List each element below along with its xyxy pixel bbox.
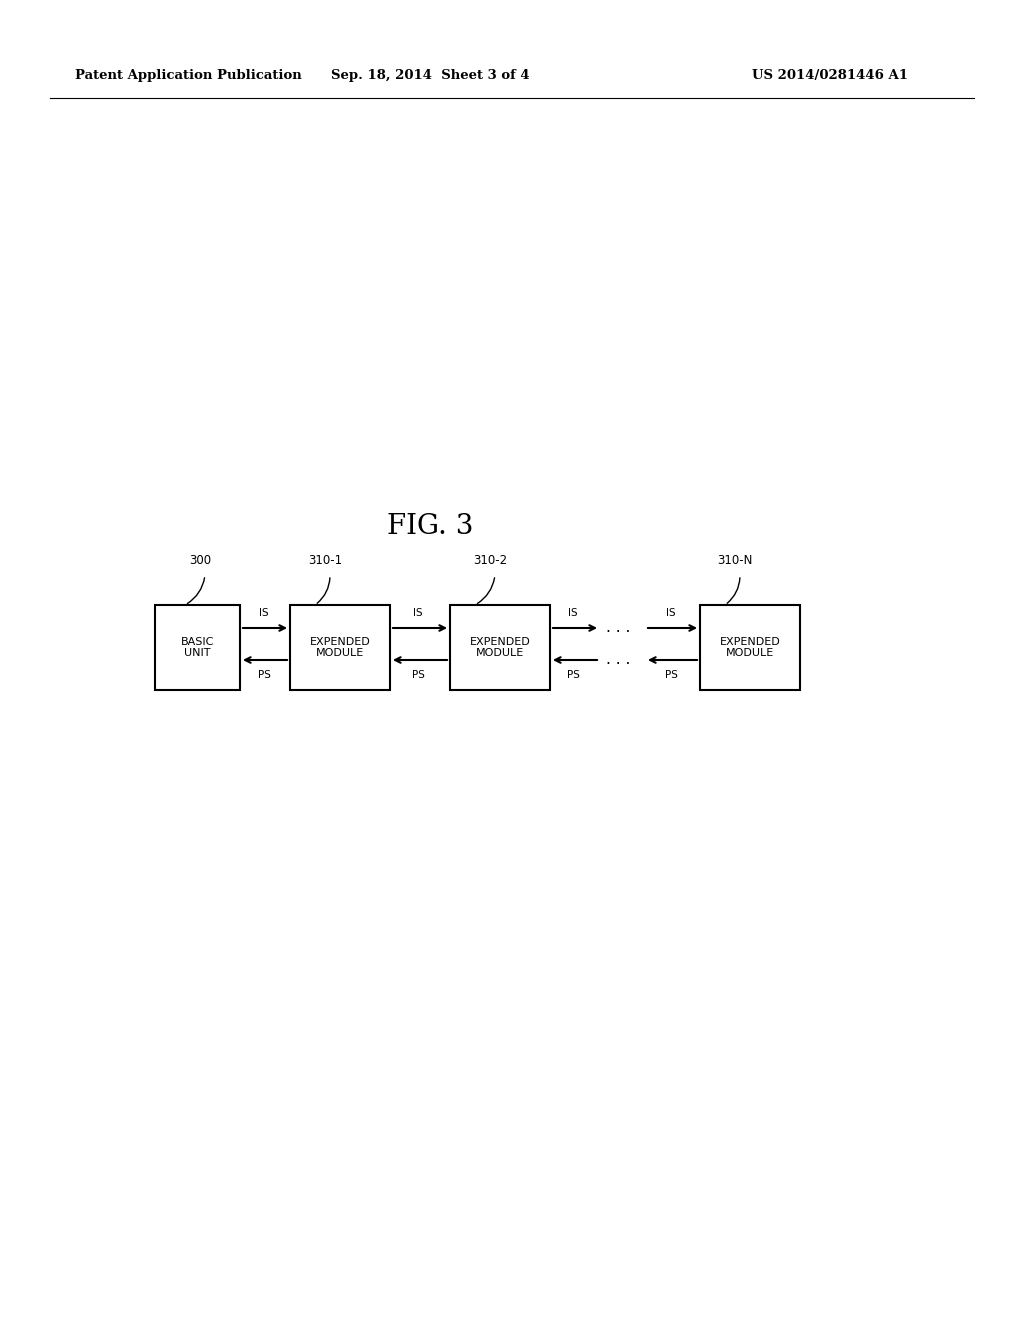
Text: IS: IS <box>568 609 578 618</box>
Text: 310-2: 310-2 <box>473 554 507 568</box>
Text: BASIC
UNIT: BASIC UNIT <box>181 636 214 659</box>
Text: . . .: . . . <box>606 652 630 668</box>
Text: IS: IS <box>414 609 423 618</box>
Text: PS: PS <box>258 671 270 680</box>
Text: PS: PS <box>566 671 580 680</box>
Bar <box>700 605 800 690</box>
Text: FIG. 3: FIG. 3 <box>387 513 473 540</box>
Text: IS: IS <box>259 609 269 618</box>
Text: IS: IS <box>667 609 676 618</box>
Text: EXPENDED
MODULE: EXPENDED MODULE <box>309 636 371 659</box>
Text: PS: PS <box>665 671 678 680</box>
Text: EXPENDED
MODULE: EXPENDED MODULE <box>470 636 530 659</box>
Bar <box>155 605 240 690</box>
Text: PS: PS <box>412 671 424 680</box>
Bar <box>450 605 550 690</box>
Text: 310-N: 310-N <box>718 554 753 568</box>
Bar <box>290 605 390 690</box>
Text: US 2014/0281446 A1: US 2014/0281446 A1 <box>752 69 908 82</box>
Text: . . .: . . . <box>606 620 630 635</box>
Text: 300: 300 <box>189 554 211 568</box>
Text: EXPENDED
MODULE: EXPENDED MODULE <box>720 636 780 659</box>
Text: 310-1: 310-1 <box>308 554 342 568</box>
Text: Patent Application Publication: Patent Application Publication <box>75 69 302 82</box>
Text: Sep. 18, 2014  Sheet 3 of 4: Sep. 18, 2014 Sheet 3 of 4 <box>331 69 529 82</box>
